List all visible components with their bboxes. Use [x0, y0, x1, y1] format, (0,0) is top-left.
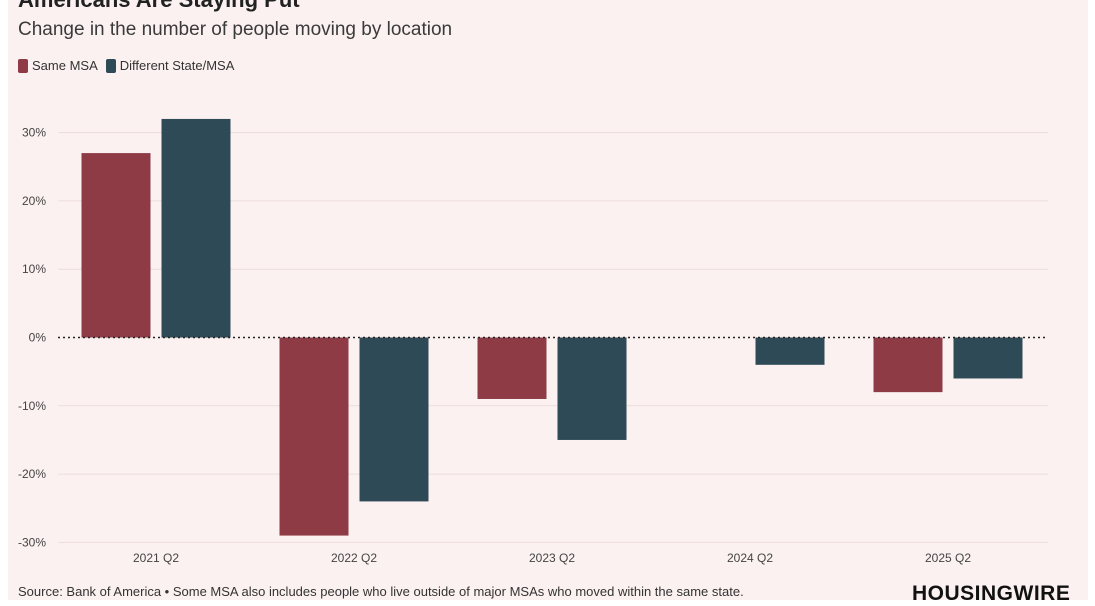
x-axis-labels: 2021 Q2 2022 Q2 2023 Q2 2024 Q2 2025 Q2	[133, 551, 971, 565]
y-tick-label: 0%	[29, 331, 47, 345]
x-tick-label: 2024 Q2	[727, 551, 773, 565]
housingwire-logo: HOUSINGWIRE	[912, 582, 1071, 605]
y-tick-label: -10%	[18, 399, 46, 413]
legend-swatch-same-msa	[18, 58, 28, 73]
chart-subtitle: Change in the number of people moving by…	[18, 19, 453, 40]
bar-different-state-msa[interactable]	[359, 337, 429, 502]
bar-same-msa[interactable]	[873, 337, 943, 393]
y-tick-label: 10%	[22, 262, 46, 276]
legend-swatch-different-state-msa	[105, 58, 116, 73]
x-tick-label: 2023 Q2	[529, 551, 575, 565]
y-tick-label: 20%	[22, 194, 46, 208]
legend: Same MSA Different State/MSA	[18, 58, 242, 73]
bar-same-msa[interactable]	[279, 337, 349, 536]
legend-item-same-msa[interactable]: Same MSA	[18, 58, 98, 73]
bar-different-state-msa[interactable]	[755, 337, 825, 365]
y-tick-label: 30%	[22, 126, 46, 140]
bar-different-state-msa[interactable]	[161, 118, 231, 338]
bar-different-state-msa[interactable]	[953, 337, 1023, 379]
bar-different-state-msa[interactable]	[557, 337, 627, 440]
bar-same-msa[interactable]	[81, 153, 151, 338]
x-tick-label: 2025 Q2	[925, 551, 971, 565]
y-tick-label: -20%	[18, 467, 46, 481]
chart-title: Americans Are Staying Put	[18, 0, 300, 13]
x-tick-label: 2022 Q2	[331, 551, 377, 565]
legend-item-different-state-msa[interactable]: Different State/MSA	[105, 58, 235, 73]
legend-label-different-state-msa: Different State/MSA	[119, 58, 235, 73]
y-tick-label: -30%	[18, 535, 46, 549]
y-axis-labels: 30% 20% 10% 0% -10% -20% -30%	[18, 126, 46, 550]
source-note: Source: Bank of America • Some MSA also …	[18, 584, 744, 599]
x-tick-label: 2021 Q2	[133, 551, 179, 565]
bars	[81, 118, 1023, 536]
bar-same-msa[interactable]	[477, 337, 547, 399]
legend-label-same-msa: Same MSA	[32, 58, 98, 73]
